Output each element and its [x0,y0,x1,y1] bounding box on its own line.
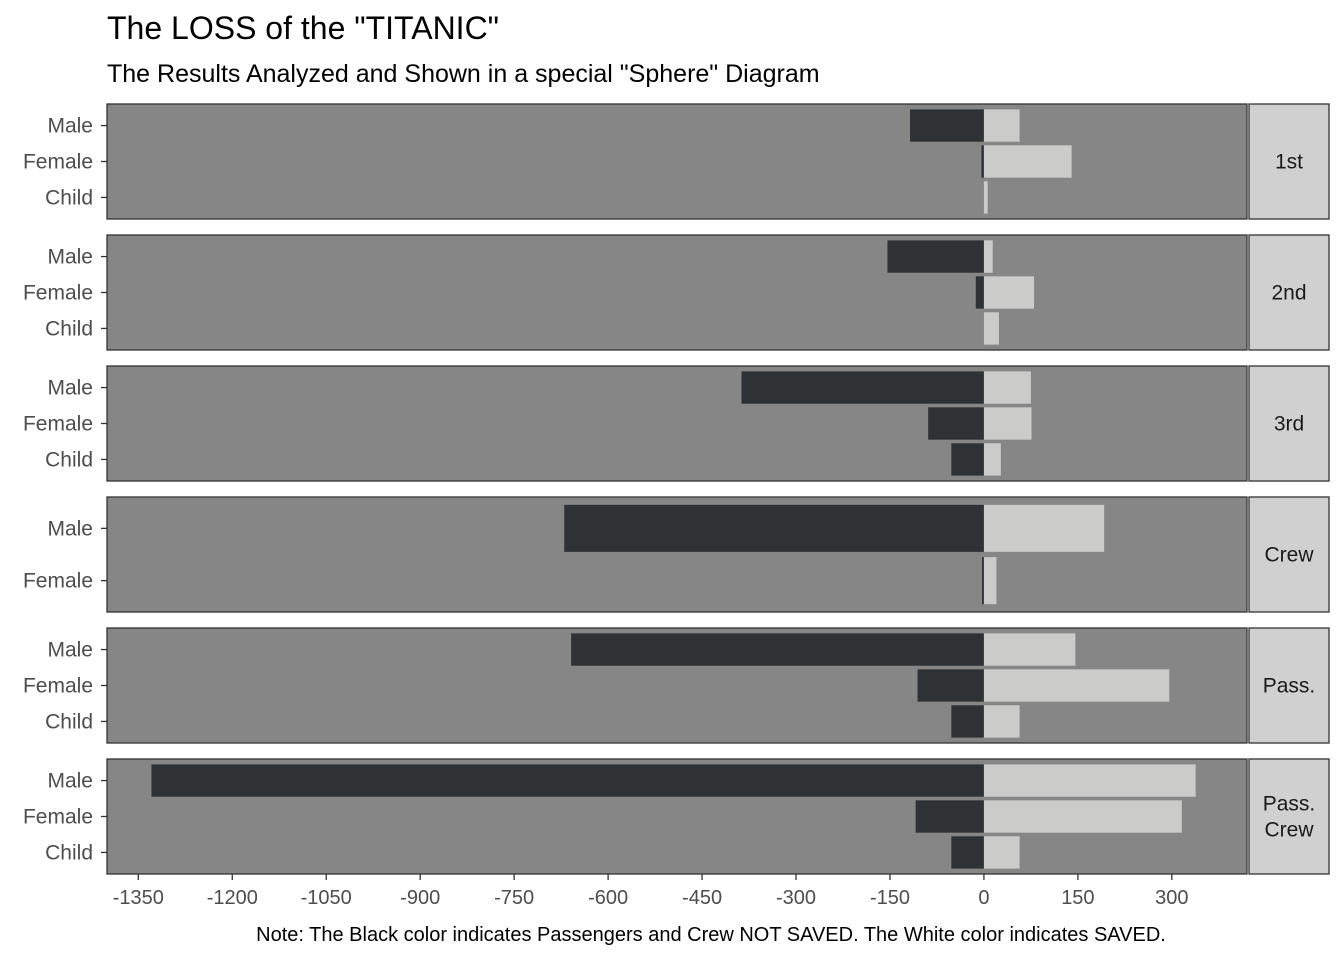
x-axis: -1350 -1200 -1050 -900 -750 -600 -450 -300 -150 0… [113,874,1189,909]
bar-not-saved [982,557,984,605]
facet-strip [1248,365,1330,482]
facet-0: Male Female Child 1st [23,103,1330,220]
x-tick-label: 150 [1061,887,1094,909]
category-label: Male [47,115,93,138]
bar-saved [983,764,1196,797]
category-label: Female [23,282,93,305]
x-tick-label: -1350 [113,887,164,909]
category-label: Female [23,806,93,829]
facet-strip-label: Pass. [1263,675,1316,698]
category-label: Female [23,151,93,174]
bar-saved [983,705,1020,738]
category-label: Child [45,841,93,864]
bar-saved [983,443,1001,476]
facet-strip-label: Crew [1264,544,1314,567]
x-tick-label: 0 [978,887,989,909]
facet-5: Male Female Child Pass. Crew [23,758,1330,875]
bar-saved [983,504,1105,552]
facet-2: Male Female Child 3rd [23,365,1330,482]
bar-not-saved [910,109,984,142]
category-label: Child [45,710,93,733]
bar-saved [983,407,1032,440]
bar-saved [983,312,999,345]
bar-saved [983,836,1020,869]
bar-saved [983,276,1035,309]
panel-background [106,103,1248,220]
bar-not-saved [571,633,984,666]
category-label: Female [23,570,93,593]
x-tick-label: -1200 [207,887,258,909]
bar-saved [983,109,1020,142]
x-tick-label: -750 [494,887,534,909]
category-label: Female [23,413,93,436]
chart-subtitle: The Results Analyzed and Shown in a spec… [107,60,820,88]
facet-strip-label: 1st [1275,151,1303,174]
facet-4: Male Female Child Pass. [23,627,1330,744]
bar-saved [983,633,1076,666]
x-tick-label: -300 [776,887,816,909]
x-tick-label: -150 [870,887,910,909]
x-tick-label: -600 [588,887,628,909]
category-label: Child [45,448,93,471]
panel-background [106,234,1248,351]
bar-saved [983,145,1072,178]
facet-strip [1248,234,1330,351]
category-label: Male [47,246,93,269]
bar-saved [983,181,988,214]
chart-caption: Note: The Black color indicates Passenge… [256,924,1166,946]
bar-saved [983,800,1182,833]
bar-not-saved [951,705,984,738]
category-label: Child [45,186,93,209]
facet-3: Male Female Crew [23,496,1330,613]
x-tick-label: -450 [682,887,722,909]
bar-saved [983,240,993,273]
facet-strip [1248,627,1330,744]
chart-title: The LOSS of the "TITANIC" [107,10,499,46]
category-label: Child [45,317,93,340]
bar-saved [983,669,1170,702]
bar-not-saved [887,240,984,273]
bar-saved [983,557,997,605]
facet-strip-label: Crew [1264,819,1314,842]
bar-not-saved [928,407,984,440]
bar-not-saved [975,276,984,309]
x-tick-label: -900 [400,887,440,909]
bar-not-saved [917,669,984,702]
bar-not-saved [564,504,984,552]
facet-strip [1248,103,1330,220]
facet-1: Male Female Child 2nd [23,234,1330,351]
category-label: Female [23,675,93,698]
facet-strip-label: Pass. [1263,793,1316,816]
bar-not-saved [741,371,984,404]
category-label: Male [47,517,93,540]
facet-panels: MaleFemaleChild1stMaleFemaleChild2ndMale… [23,103,1330,875]
category-label: Male [47,770,93,793]
bar-saved [983,371,1031,404]
x-tick-label: 300 [1155,887,1188,909]
bar-not-saved [951,443,984,476]
bar-not-saved [915,800,984,833]
facet-strip [1248,758,1330,875]
category-label: Male [47,639,93,662]
facet-strip-label: 3rd [1274,413,1304,436]
bar-not-saved [151,764,984,797]
category-label: Male [47,377,93,400]
bar-not-saved [951,836,984,869]
x-tick-label: -1050 [301,887,352,909]
panel-background [106,365,1248,482]
facet-strip [1248,496,1330,613]
facet-strip-label: 2nd [1271,282,1306,305]
bar-not-saved [981,145,984,178]
